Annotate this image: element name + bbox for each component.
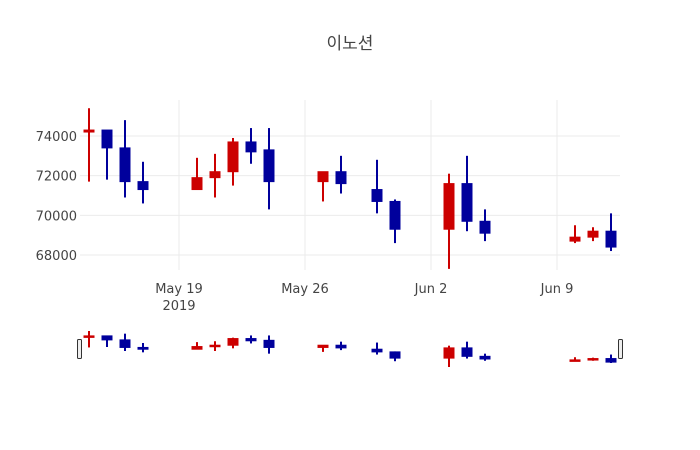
slider-candle[interactable] bbox=[461, 341, 473, 359]
slider-candle[interactable] bbox=[371, 342, 383, 355]
candle[interactable] bbox=[335, 155, 347, 194]
candle[interactable] bbox=[371, 159, 383, 214]
slider-candle[interactable] bbox=[443, 345, 455, 367]
candle[interactable] bbox=[479, 209, 491, 242]
slider-candle[interactable] bbox=[191, 342, 203, 350]
range-slider-right-handle[interactable] bbox=[618, 339, 623, 359]
slider-candle[interactable] bbox=[317, 344, 329, 352]
y-tick-label: 68000 bbox=[36, 249, 77, 264]
candle[interactable] bbox=[605, 213, 617, 252]
slider-candle[interactable] bbox=[605, 354, 617, 363]
candle[interactable] bbox=[137, 161, 149, 204]
x-tick-year-label: 2019 bbox=[162, 299, 195, 314]
x-tick-label: May 26 bbox=[281, 282, 329, 297]
range-slider[interactable] bbox=[77, 331, 623, 367]
main-plot-candles[interactable] bbox=[83, 108, 617, 269]
candle[interactable] bbox=[119, 120, 131, 198]
candle[interactable] bbox=[209, 153, 221, 198]
y-tick-label: 72000 bbox=[36, 170, 77, 185]
slider-candle[interactable] bbox=[479, 353, 491, 361]
candle[interactable] bbox=[101, 129, 113, 180]
candle[interactable] bbox=[227, 137, 239, 186]
y-tick-label: 74000 bbox=[36, 130, 77, 145]
candle[interactable] bbox=[569, 225, 581, 244]
chart-title: 이노션 bbox=[327, 34, 374, 54]
slider-candle[interactable] bbox=[83, 331, 95, 348]
x-tick-label: May 19 bbox=[155, 282, 203, 297]
slider-candle[interactable] bbox=[335, 341, 347, 351]
candle[interactable] bbox=[83, 108, 95, 182]
candle[interactable] bbox=[587, 227, 599, 242]
slider-candle[interactable] bbox=[227, 337, 239, 349]
candle[interactable] bbox=[443, 173, 455, 269]
grid-lines bbox=[80, 100, 620, 270]
y-tick-label: 70000 bbox=[36, 209, 77, 224]
x-axis: May 19 2019 May 26 Jun 2 Jun 9 bbox=[155, 282, 573, 314]
candle[interactable] bbox=[461, 155, 473, 232]
candle[interactable] bbox=[317, 171, 329, 202]
candle[interactable] bbox=[245, 128, 257, 164]
x-tick-label: Jun 2 bbox=[414, 282, 448, 297]
slider-candle[interactable] bbox=[101, 335, 113, 347]
range-slider-left-handle[interactable] bbox=[77, 339, 82, 359]
slider-candle[interactable] bbox=[209, 341, 221, 351]
slider-candle[interactable] bbox=[389, 351, 401, 362]
y-axis: 68000 70000 72000 74000 bbox=[36, 130, 77, 264]
slider-candle[interactable] bbox=[245, 335, 257, 344]
slider-candle[interactable] bbox=[119, 333, 131, 351]
candle[interactable] bbox=[263, 128, 275, 210]
slider-candle[interactable] bbox=[587, 357, 599, 361]
slider-candle[interactable] bbox=[569, 357, 581, 362]
candle[interactable] bbox=[191, 157, 203, 191]
slider-candle[interactable] bbox=[137, 343, 149, 353]
x-tick-label: Jun 9 bbox=[540, 282, 574, 297]
slider-candle[interactable] bbox=[263, 335, 275, 354]
candle[interactable] bbox=[389, 199, 401, 244]
